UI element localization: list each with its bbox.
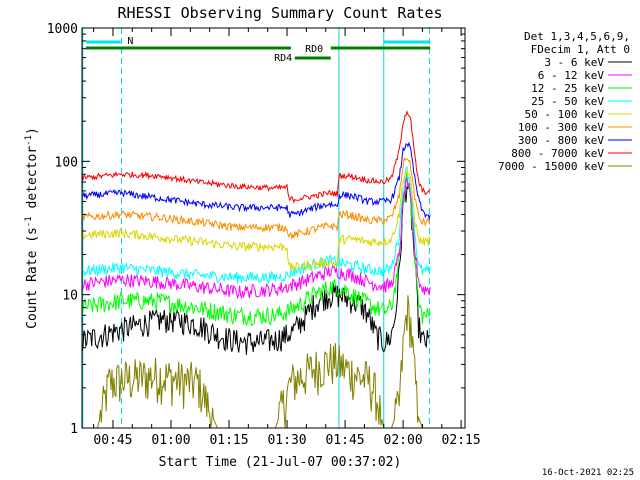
y-tick-label: 100	[55, 155, 78, 170]
series-line-2	[81, 177, 431, 300]
plot-frame	[81, 27, 466, 429]
legend-entry-label: 7000 - 15000 keV	[498, 160, 604, 173]
series-line-3	[81, 172, 431, 327]
series-line-1	[81, 183, 431, 355]
x-axis-label: Start Time (21-Jul-07 00:37:02)	[159, 455, 402, 470]
y-label-mid: detector	[25, 146, 40, 217]
series-layer	[81, 110, 431, 429]
series-line-4	[81, 165, 431, 285]
annotation-label-n: N	[127, 36, 133, 47]
x-tick-label: 01:45	[326, 433, 365, 448]
annotation-label-rd0: RD0	[305, 44, 323, 55]
legend-entry-label: 6 - 12 keV	[538, 69, 605, 82]
x-tick-label: 01:15	[209, 433, 248, 448]
y-label-end: )	[25, 127, 40, 135]
legend-entry-label: 800 - 7000 keV	[511, 147, 604, 160]
y-tick-label: 1	[70, 422, 78, 437]
y-label-sup1: -1	[24, 216, 34, 227]
attenuator-state-bars: N RD0 RD4	[85, 36, 431, 64]
x-tick-label: 01:00	[151, 433, 190, 448]
series-line-8	[81, 110, 431, 204]
x-tick-label: 02:15	[442, 433, 481, 448]
y-tick-label: 1000	[47, 22, 78, 37]
vertical-marker-lines	[82, 28, 430, 428]
x-tick-label: 00:45	[93, 433, 132, 448]
legend-entry-label: 300 - 800 keV	[518, 134, 604, 147]
legend-header-line: Det 1,3,4,5,6,9,	[524, 30, 630, 43]
y-label-main: Count Rate (s	[25, 227, 40, 329]
generation-timestamp: 16-Oct-2021 02:25	[542, 468, 634, 478]
y-axis-label: Count Rate (s-1 detector-1)	[24, 127, 40, 329]
series-line-5	[81, 169, 431, 273]
legend-entry-label: 100 - 300 keV	[518, 121, 604, 134]
x-tick-label: 02:00	[384, 433, 423, 448]
series-line-7	[81, 141, 431, 221]
axis-ticks: 00:45 01:00 01:15 01:30 01:45 02:00 02:15 1 10 10…	[47, 22, 481, 448]
legend-entry-label: 25 - 50 keV	[531, 95, 604, 108]
series-line-6	[81, 156, 431, 239]
x-tick-label: 01:30	[267, 433, 306, 448]
y-label-sup2: -1	[24, 135, 34, 146]
annotation-label-rd4: RD4	[274, 53, 292, 64]
y-tick-label: 10	[62, 289, 78, 304]
legend: Det 1,3,4,5,6,9,FDecim 1, Att 03 - 6 keV…	[498, 30, 632, 173]
legend-header-line: FDecim 1, Att 0	[531, 43, 630, 56]
chart-title: RHESSI Observing Summary Count Rates	[117, 4, 442, 22]
legend-entry-label: 50 - 100 keV	[525, 108, 605, 121]
legend-entry-label: 12 - 25 keV	[531, 82, 604, 95]
legend-entry-label: 3 - 6 keV	[544, 56, 604, 69]
